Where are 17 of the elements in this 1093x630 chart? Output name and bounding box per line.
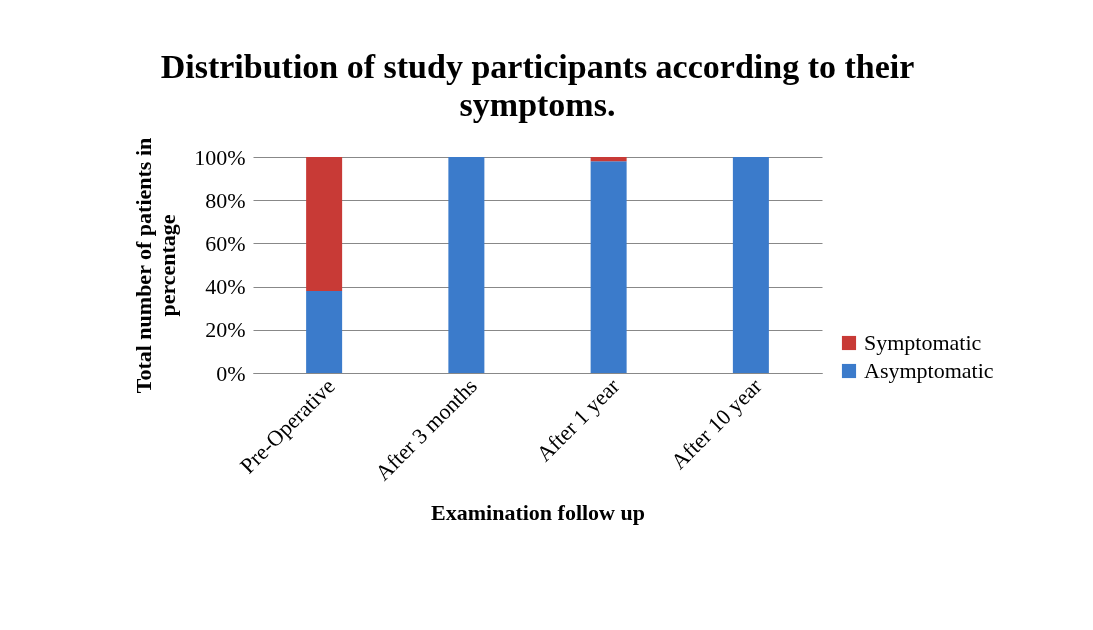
- x-axis-title: Examination follow up: [431, 499, 645, 525]
- y-tick-label: 20%: [205, 317, 246, 343]
- y-tick-label: 60%: [205, 230, 246, 256]
- y-tick-label: 100%: [194, 144, 246, 170]
- bar: [590, 157, 627, 162]
- y-tick-label: 40%: [205, 274, 246, 300]
- y-axis-title: Total number of patients in percentage: [131, 137, 181, 394]
- y-tick-label: 80%: [205, 187, 246, 213]
- y-tick-label: 0%: [216, 360, 246, 386]
- bar: [448, 157, 485, 373]
- legend-label: Asymptomatic: [864, 358, 994, 383]
- bar: [306, 290, 343, 373]
- bar: [732, 157, 769, 373]
- legend-label: Symptomatic: [864, 330, 982, 355]
- bar: [306, 157, 343, 291]
- chart-title: Distribution of study participants according to their symptoms.: [160, 48, 915, 124]
- bar: [590, 161, 627, 373]
